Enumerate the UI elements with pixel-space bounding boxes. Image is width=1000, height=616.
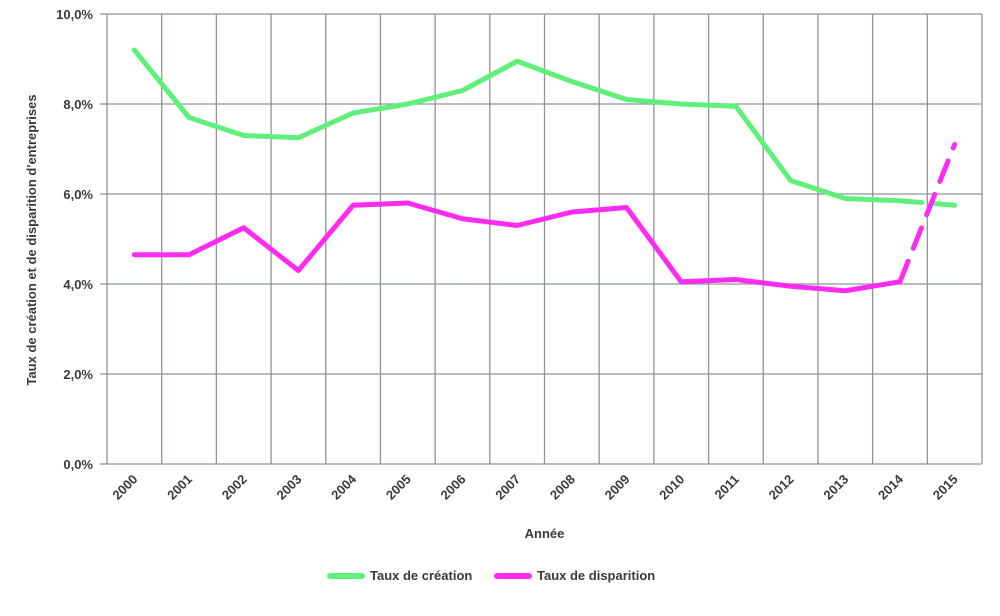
x-tick-label: 2001: [164, 472, 195, 503]
legend-label: Taux de disparition: [537, 568, 655, 583]
x-axis-ticks: 2000 2001 2002 2003 2004 2005 2006 2007 2008 2009…: [109, 471, 960, 503]
series-layer: [131, 47, 958, 294]
x-tick-label: 2005: [383, 472, 414, 503]
y-axis-title: Taux de création et de disparition d'ent…: [24, 94, 39, 385]
x-tick-label: 2008: [547, 472, 578, 503]
y-tick-label: 4,0%: [63, 277, 93, 292]
grid-lines: [106, 13, 983, 465]
y-tick-label: 0,0%: [63, 457, 93, 472]
x-tick-label: 2015: [930, 472, 961, 503]
y-tick-label: 8,0%: [63, 97, 93, 112]
x-tick-label: 2004: [328, 471, 360, 503]
series-line-1: [131, 47, 903, 204]
series-projection-2: [897, 142, 958, 285]
x-tick-label: 2000: [109, 472, 140, 503]
x-tick-label: 2003: [273, 472, 304, 503]
x-axis-title: Année: [525, 526, 565, 541]
legend-label: Taux de création: [370, 568, 472, 583]
x-tick-label: 2010: [656, 472, 687, 503]
y-tick-label: 2,0%: [63, 367, 93, 382]
x-tick-label: 2012: [766, 472, 797, 503]
x-tick-label: 2014: [875, 471, 907, 503]
y-tick-label: 10,0%: [56, 7, 93, 22]
legend: Taux de création Taux de disparition: [327, 568, 655, 583]
x-tick-label: 2006: [438, 472, 469, 503]
y-tick-label: 6,0%: [63, 187, 93, 202]
x-tick-label: 2002: [219, 472, 250, 503]
x-tick-label: 2011: [711, 472, 742, 503]
y-axis-ticks: 0,0% 2,0% 4,0% 6,0% 8,0% 10,0%: [56, 7, 107, 472]
x-tick-label: 2009: [602, 472, 633, 503]
x-tick-label: 2013: [820, 472, 851, 503]
series-line-2: [131, 200, 903, 294]
series-projection-1: [897, 198, 958, 208]
x-tick-label: 2007: [492, 472, 523, 503]
